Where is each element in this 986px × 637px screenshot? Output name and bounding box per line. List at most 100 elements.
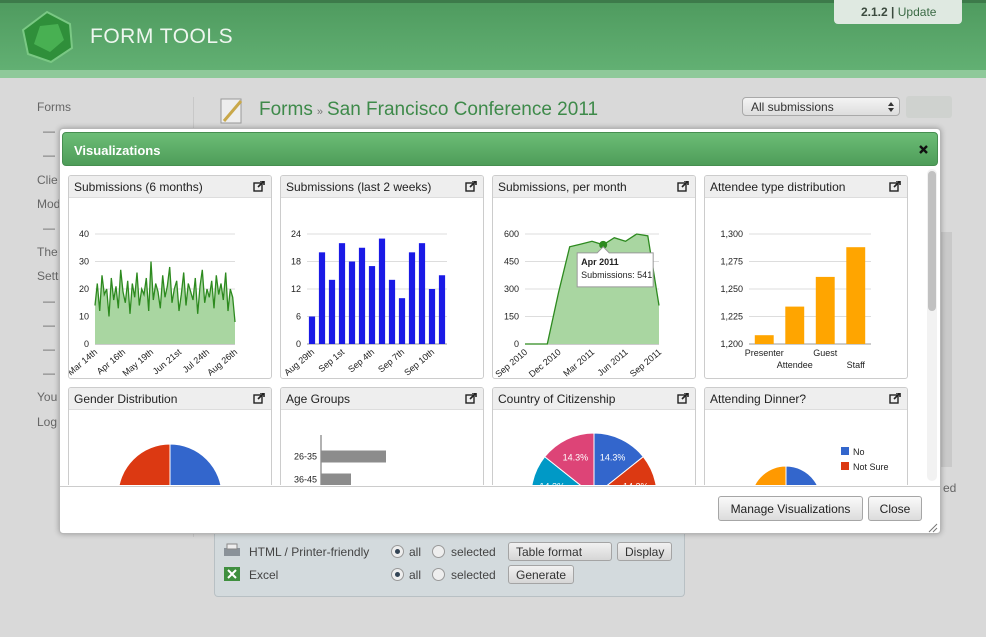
x-tick-label: Presenter (745, 348, 784, 358)
close-button[interactable]: Close (868, 496, 922, 521)
open-icon[interactable] (677, 181, 689, 192)
y-tick-label: 450 (504, 257, 519, 267)
modal-close-icon[interactable] (919, 145, 928, 154)
x-tick-label: Staff (847, 360, 866, 370)
status-fragment: ed (943, 481, 957, 495)
sidebar-item[interactable]: Clie (37, 172, 58, 187)
open-icon-arrow (893, 181, 901, 188)
open-icon[interactable] (465, 393, 477, 404)
sidebar-item[interactable]: — (43, 124, 55, 139)
pie-slice (606, 456, 657, 485)
scrollbar-track[interactable] (927, 169, 937, 481)
open-icon[interactable] (253, 181, 265, 192)
open-icon-arrow (681, 393, 689, 400)
sidebar-item[interactable]: You (37, 390, 58, 405)
tooltip-title: Apr 2011 (581, 257, 619, 267)
sidebar-item[interactable]: The (37, 245, 58, 260)
legend-swatch (841, 447, 849, 455)
sidebar-item[interactable]: — (43, 293, 55, 308)
open-icon-box (253, 394, 263, 404)
open-icon-box (465, 182, 475, 192)
sidebar-item[interactable]: Mod (37, 196, 61, 211)
area-fill (95, 261, 235, 344)
modal-title-bar: Visualizations (62, 132, 938, 166)
sidebar-item[interactable]: — (43, 221, 55, 235)
legend-label: No (853, 447, 865, 457)
area-line (525, 233, 660, 345)
open-icon-arrow (681, 181, 689, 188)
x-tick-label: Jun 2011 (595, 347, 629, 378)
header-bar (0, 0, 986, 70)
widget: Submissions (last 2 weeks) 0 6 12 18 24 Aug 29… (280, 175, 484, 379)
open-icon[interactable] (889, 181, 901, 192)
y-tick-label: 300 (504, 284, 519, 294)
open-icon[interactable] (253, 393, 265, 404)
visualizations-body: Submissions (6 months) 0 10 20 30 40 Mar 14th A… (62, 167, 926, 485)
export-label: HTML / Printer-friendly (249, 545, 370, 559)
open-icon-box (677, 182, 687, 192)
search-tools[interactable] (906, 96, 952, 118)
manage-button[interactable]: Manage Visualizations (718, 496, 863, 521)
open-icon[interactable] (677, 393, 689, 404)
widget-title: Submissions, per month (498, 180, 627, 194)
y-category-label: 36-45 (294, 475, 317, 485)
widget-chart (118, 443, 222, 485)
sidebar-item[interactable]: — (43, 366, 55, 381)
open-icon[interactable] (465, 181, 477, 192)
x-tick-label: Jun 21st (151, 347, 184, 377)
export-button[interactable]: Display (617, 542, 673, 561)
resize-grip[interactable] (926, 521, 938, 533)
sidebar-item[interactable]: — (43, 148, 55, 163)
sidebar-item[interactable]: — (43, 317, 55, 332)
open-icon[interactable] (889, 393, 901, 404)
view-select[interactable]: All submissions (742, 97, 900, 116)
pie-slice (118, 443, 171, 485)
radio-selected-label: selected (451, 568, 496, 582)
format-select-text: Table format (516, 545, 583, 559)
excel-icon (224, 567, 240, 581)
format-select[interactable]: Table format (508, 542, 612, 561)
radio-all[interactable] (391, 545, 404, 558)
visualizations-modal: Visualizations Submissions (6 months) 0 10… (59, 128, 941, 534)
slice-label: 14.3% (539, 481, 565, 485)
y-tick-label: 0 (84, 339, 89, 349)
update-link[interactable]: Update (897, 5, 937, 19)
radio-selected[interactable] (432, 545, 445, 558)
sidebar-item[interactable]: Log (37, 414, 58, 429)
widget-header: Submissions, per month (493, 176, 695, 198)
bar (308, 316, 316, 344)
printer-icon (224, 543, 240, 556)
open-icon-box (465, 394, 475, 404)
bar (388, 279, 396, 344)
x-tick-label: May 19th (120, 347, 155, 378)
open-icon-arrow (469, 393, 477, 400)
widget-header: Attendee type distribution (705, 176, 907, 198)
bar (378, 238, 386, 344)
widget-header: Attending Dinner? (705, 388, 907, 410)
y-tick-label: 0 (296, 339, 301, 349)
radio-selected-label: selected (451, 545, 496, 559)
legend-label: Not Sure (853, 462, 889, 472)
radio-selected[interactable] (432, 568, 445, 581)
sidebar-item[interactable]: — (43, 342, 55, 356)
export-button[interactable]: Generate (508, 565, 575, 584)
scrollbar-thumb[interactable] (928, 171, 936, 311)
x-tick-label: Sep 2011 (628, 347, 663, 378)
breadcrumb-root[interactable]: Forms (259, 99, 313, 120)
edit-column (940, 232, 952, 467)
x-tick-label: Sep 2010 (493, 347, 529, 378)
pie-slice (593, 432, 644, 485)
open-icon-box (253, 182, 263, 192)
widget-header: Age Groups (281, 388, 483, 410)
slice-label: 14.3% (600, 452, 626, 462)
y-category-label: 26-35 (294, 452, 317, 462)
widget: Submissions (6 months) 0 10 20 30 40 Mar 14th A… (68, 175, 272, 379)
widget-title: Country of Citizenship (498, 392, 616, 406)
widget: Country of Citizenship 14.3% 14.3% 14.3% 14.… (492, 387, 696, 485)
sidebar-item[interactable]: Sett (37, 269, 59, 284)
sidebar-item[interactable]: Forms (37, 100, 71, 114)
x-tick-label: Dec 2010 (527, 347, 563, 378)
radio-all[interactable] (391, 568, 404, 581)
version-box: 2.1.2 | Update (834, 0, 962, 24)
